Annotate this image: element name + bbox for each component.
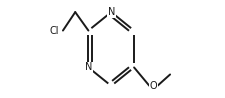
Text: N: N — [84, 62, 92, 72]
Text: O: O — [149, 81, 157, 91]
Text: Cl: Cl — [50, 26, 59, 36]
Text: N: N — [107, 7, 115, 17]
